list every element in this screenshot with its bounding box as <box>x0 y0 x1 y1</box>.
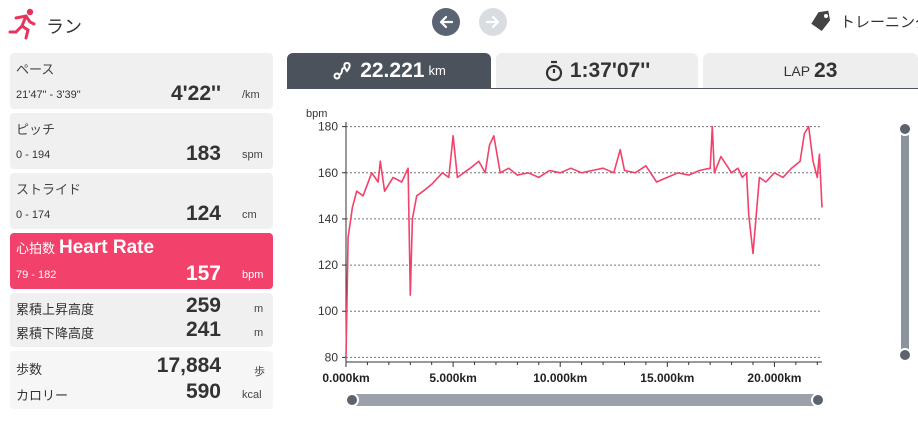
elevation-down-value: 241 <box>185 318 221 341</box>
pitch-label: ピッチ <box>16 122 56 137</box>
time-value: 1:37'07'' <box>569 58 651 82</box>
vertical-scroll-bottom-handle[interactable] <box>898 348 912 362</box>
tab-underline <box>287 88 918 89</box>
stopwatch-icon <box>545 60 562 81</box>
x-tick-label: 0.000km <box>322 371 369 385</box>
arrow-right-icon <box>485 15 500 29</box>
heart-rate-unit: bpm <box>242 269 264 281</box>
stride-label: ストライド <box>16 182 82 197</box>
heart-rate-series-line <box>345 125 823 358</box>
steps-value: 17,884 <box>156 354 221 377</box>
pace-label: ペース <box>16 62 55 77</box>
y-tick-label: 100 <box>318 304 338 318</box>
stride-panel[interactable]: ストライド 0 - 174 124 cm <box>10 173 273 229</box>
steps-label: 歩数 <box>16 362 43 377</box>
runner-icon <box>8 8 36 40</box>
y-tick-label: 160 <box>318 166 338 180</box>
heart-rate-panel[interactable]: 心拍数 Heart Rate 79 - 182 157 bpm <box>10 233 273 289</box>
elevation-up-label: 累積上昇高度 <box>16 302 95 317</box>
heart-rate-chart: bpm 80 100 120 140 160 180 0.000km 5.000km 10.000… <box>306 108 823 385</box>
steps-panel[interactable]: 歩数 17,884 歩 カロリー 590 kcal <box>10 351 273 409</box>
pitch-value: 183 <box>185 142 221 165</box>
pace-unit: /km <box>242 89 260 101</box>
y-tick-label: 120 <box>318 258 338 272</box>
y-tick-label: 80 <box>325 350 339 364</box>
pitch-unit: spm <box>242 149 263 161</box>
training-label: トレーニング <box>840 13 918 31</box>
tab-time[interactable]: 1:37'07'' <box>496 53 698 88</box>
pace-range: 21'47" - 3'39" <box>16 89 81 101</box>
elevation-up-unit: m <box>254 303 264 315</box>
distance-value: 22.221 <box>360 58 425 82</box>
x-tick-label: 10.000km <box>533 371 587 385</box>
stride-range: 0 - 174 <box>16 209 51 221</box>
x-tick-label: 15.000km <box>640 371 694 385</box>
elevation-up-value: 259 <box>185 294 221 317</box>
elevation-down-unit: m <box>254 327 264 339</box>
x-tick-label: 20.000km <box>747 371 801 385</box>
training-button[interactable]: トレーニング <box>808 10 918 32</box>
tab-lap[interactable]: LAP 23 <box>703 53 918 88</box>
heart-rate-range: 79 - 182 <box>16 269 57 281</box>
stride-unit: cm <box>242 209 257 221</box>
y-tick-label: 180 <box>318 120 338 134</box>
y-tick-label: 140 <box>318 212 338 226</box>
distance-unit: km <box>428 63 446 78</box>
heart-rate-label-en: Heart Rate <box>59 237 155 258</box>
calories-unit: kcal <box>242 389 262 401</box>
heart-rate-label-jp: 心拍数 <box>16 241 56 256</box>
x-tick-label: 5.000km <box>429 371 476 385</box>
pitch-panel[interactable]: ピッチ 0 - 194 183 spm <box>10 113 273 169</box>
pitch-range: 0 - 194 <box>16 149 51 161</box>
elevation-panel[interactable]: 累積上昇高度 259 m 累積下降高度 241 m <box>10 293 273 347</box>
next-button[interactable] <box>479 8 507 36</box>
tag-icon <box>811 10 831 32</box>
tab-distance[interactable]: 22.221 km <box>287 53 491 88</box>
vertical-scrollbar[interactable] <box>898 122 912 362</box>
metric-tabs: 22.221 km 1:37'07'' LAP 23 <box>287 53 918 88</box>
heart-rate-label: 心拍数 Heart Rate <box>16 237 154 259</box>
route-icon <box>333 61 351 79</box>
lap-value: 23 <box>814 58 838 82</box>
horizontal-scroll-right-handle[interactable] <box>811 393 825 407</box>
pace-panel[interactable]: ペース 21'47" - 3'39" 4'22'' /km <box>10 53 273 109</box>
calories-label: カロリー <box>16 388 69 403</box>
header: ラン トレーニング <box>0 0 918 44</box>
pace-value: 4'22'' <box>170 82 221 105</box>
elevation-down-label: 累積下降高度 <box>16 326 95 341</box>
horizontal-scrollbar[interactable] <box>345 393 825 407</box>
steps-unit: 歩 <box>254 366 265 378</box>
lap-prefix: LAP <box>783 62 811 79</box>
vertical-scroll-top-handle[interactable] <box>898 122 912 136</box>
stride-value: 124 <box>185 202 221 225</box>
y-axis-label: bpm <box>306 108 327 120</box>
app-title: ラン <box>46 17 82 37</box>
horizontal-scroll-left-handle[interactable] <box>345 393 359 407</box>
calories-value: 590 <box>185 380 221 403</box>
arrow-left-icon <box>439 15 454 29</box>
previous-button[interactable] <box>432 8 460 36</box>
heart-rate-value: 157 <box>185 262 221 285</box>
